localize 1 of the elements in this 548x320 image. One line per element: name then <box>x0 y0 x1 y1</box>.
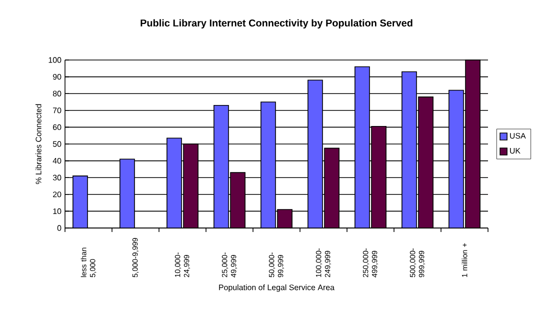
chart-title: Public Library Internet Connectivity by Population Served <box>140 19 412 28</box>
